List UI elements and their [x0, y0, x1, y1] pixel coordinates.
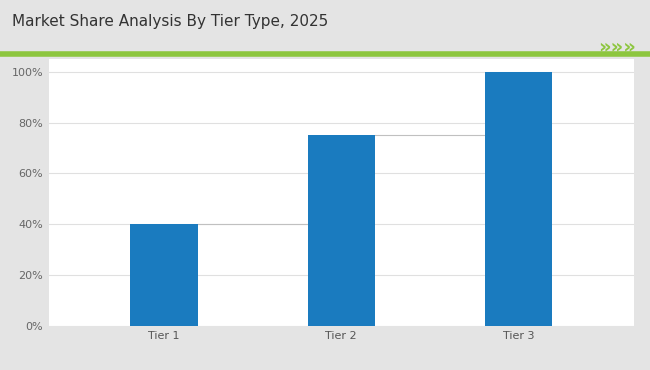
Bar [130, 224, 198, 326]
Bar [307, 135, 375, 326]
Bar [485, 72, 552, 326]
Text: Market Share Analysis By Tier Type, 2025: Market Share Analysis By Tier Type, 2025 [12, 14, 328, 29]
Text: »»»: »»» [598, 37, 636, 57]
